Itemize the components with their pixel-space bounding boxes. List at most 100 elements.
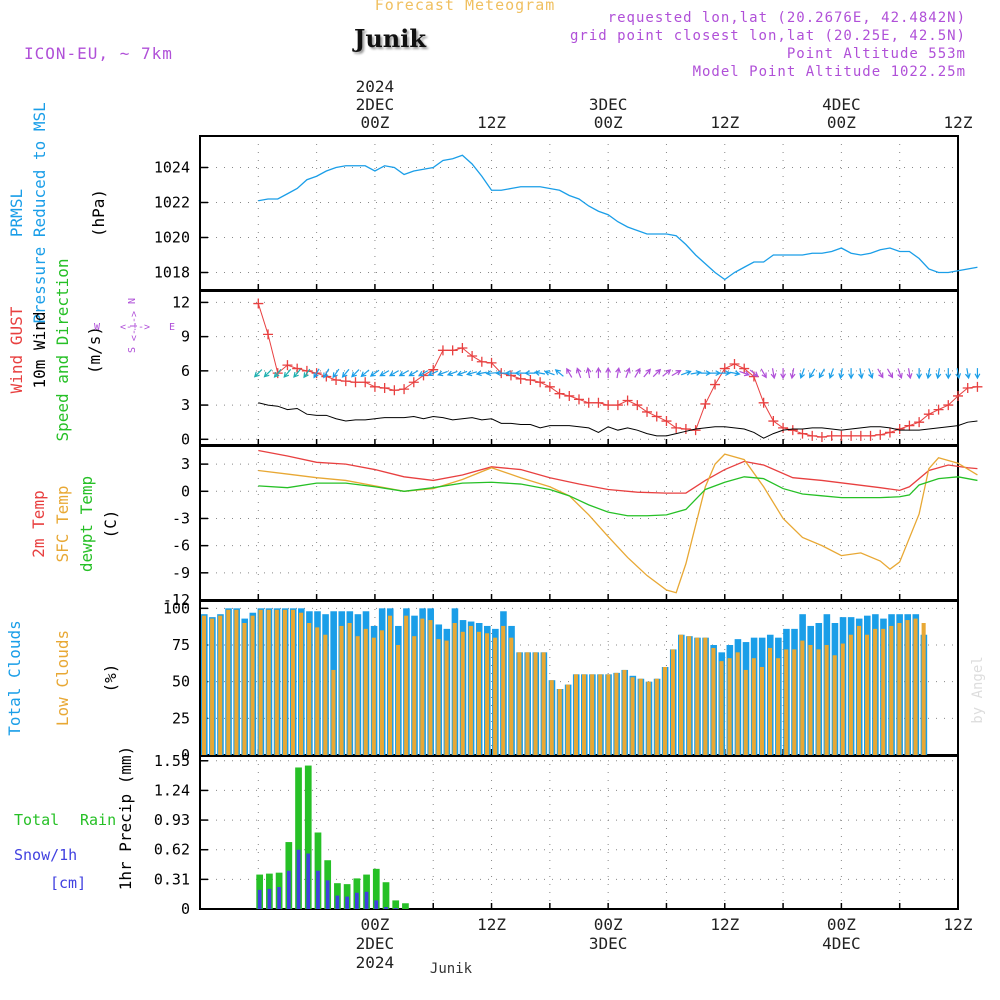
wind-direction-arrow [408,370,419,377]
low-cloud-bar [695,637,700,755]
low-cloud-bar [307,623,312,755]
wind-direction-arrow [906,368,913,380]
gust-point [437,345,448,356]
low-cloud-bar [428,620,433,755]
low-cloud-bar [751,658,756,755]
panel-label: Speed and Direction [53,258,72,441]
wind-direction-arrow [495,370,507,377]
gust-point [515,373,526,384]
bottom-time-label: 12Z [477,915,506,934]
panel-label: 2m Temp [29,490,48,557]
gust-point [535,377,546,388]
gust-point [350,377,361,388]
y-tick-label: 1022 [154,194,190,212]
legend-snow: Snow/1h [14,846,77,864]
wind-direction-arrow [369,369,380,377]
low-cloud-bar [258,609,263,755]
low-cloud-bar [864,634,870,755]
wind-direction-arrow [427,370,439,377]
wind-direction-arrow [848,368,855,380]
low-cloud-bar [517,652,522,755]
wind-frame [199,290,959,446]
low-cloud-bar [282,609,287,755]
low-cloud-bar [646,681,651,755]
y-tick-label: 12 [172,293,190,311]
gust-point [875,429,886,440]
wind-direction-arrow [485,370,497,377]
gust-point [574,394,584,405]
wind-direction-arrow [283,368,292,378]
low-cloud-bar [679,634,684,755]
y-tick-label: 1024 [154,159,190,177]
y-tick-label: 0 [181,430,190,448]
model-name: ICON-EU, ~ 7km [24,44,173,63]
low-cloud-bar [848,634,853,755]
y-tick-label: 3 [181,396,190,414]
gust-point [253,298,264,309]
gust-point [603,400,614,411]
wind-direction-arrow [799,368,805,380]
low-cloud-bar [703,637,708,755]
gust-point [787,425,798,436]
top-time-label: 3DEC [589,95,628,114]
top-time-label: 4DEC [822,95,861,114]
low-cloud-bar [420,618,425,755]
gust-point [826,430,837,441]
wind-direction-arrow [770,368,777,380]
gust-point [379,382,390,393]
gust-point [583,397,594,408]
low-cloud-bar [792,649,797,755]
panel-label: Wind GUST [7,306,26,393]
low-cloud-bar [476,631,481,755]
pressure-panel: 1018 1020 1022 1024 PRMSL Pressure Reduced to… [7,102,959,324]
low-cloud-bar [484,633,490,755]
wind-direction-arrow [710,370,722,377]
y-tick-label: 9 [181,328,190,346]
wind-direction-arrow [828,368,835,380]
bottom-time-label: 00Z [827,915,856,934]
gust-point [389,385,400,396]
wind-direction-arrow [273,368,282,378]
low-cloud-bar [897,623,902,755]
wind-direction-arrow [729,370,741,377]
low-cloud-bar [598,674,603,755]
low-cloud-bar [743,669,748,755]
low-cloud-bar [396,645,401,755]
gust-point [612,400,623,411]
low-cloud-bar [404,615,409,755]
low-cloud-bar [913,618,918,755]
wind-direction-arrow [446,370,458,377]
low-cloud-bar [274,609,279,755]
low-cloud-bar [323,634,328,755]
precip-snow-bar [296,849,301,909]
temp-line-2m-temp [258,449,978,494]
product-title: Forecast Meteogram [374,0,556,14]
gust-point [836,430,847,441]
low-cloud-bar [719,661,724,755]
compass-arrow-h: <-!-> [120,322,150,333]
low-cloud-bar [687,636,692,755]
compass-s: S [127,347,138,353]
low-cloud-bar [590,674,595,755]
precip-snow-bar [345,896,349,909]
y-tick-label: 1020 [154,229,190,247]
gust-point [661,416,672,427]
precip-snow-bar [267,888,272,909]
wind-direction-arrow [780,368,787,380]
y-tick-label: 0.31 [154,870,190,888]
low-cloud-bar [759,667,764,755]
model-altitude: Model Point Altitude 1022.25m [692,64,966,80]
gust-point [360,377,371,388]
panel-label: dewpt Temp [77,476,96,572]
y-tick-label: -12 [163,591,190,609]
low-cloud-bar [339,625,344,755]
low-cloud-bar [387,615,393,755]
panel-label: (%) [101,664,120,693]
low-cloud-bar [444,640,449,755]
low-cloud-bar [436,639,441,755]
footer-location: Junik [430,961,473,977]
wind-direction-arrow [398,370,409,377]
gust-point [331,374,342,385]
precip-total-bar [304,765,312,909]
wind-direction-arrow [749,369,759,378]
